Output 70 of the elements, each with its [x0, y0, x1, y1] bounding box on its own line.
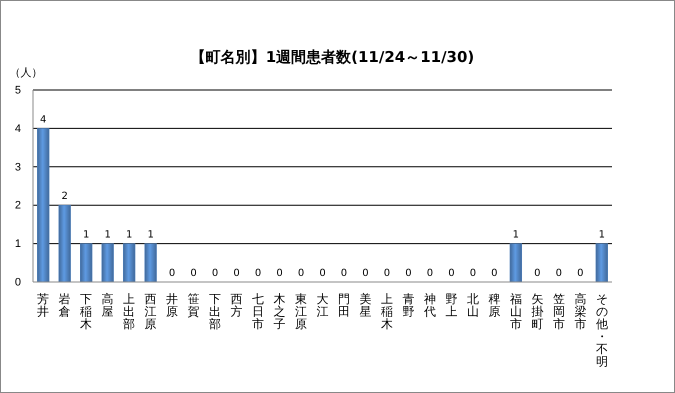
data-label: 1 [598, 230, 605, 241]
data-label: 0 [405, 268, 412, 279]
x-tick-label: 井原 [166, 292, 178, 318]
bar [102, 243, 114, 282]
y-tick-label: 0 [14, 276, 21, 289]
data-label: 0 [212, 268, 218, 279]
data-label: 0 [577, 268, 584, 279]
data-label: 0 [470, 268, 476, 279]
data-label: 0 [319, 268, 326, 279]
data-label: 0 [362, 268, 369, 279]
data-label: 1 [147, 230, 154, 241]
data-label: 0 [384, 268, 390, 279]
x-tick-label: 北山 [466, 292, 479, 318]
x-tick-label: 門田 [338, 292, 350, 318]
x-tick-label: 西方 [230, 292, 243, 318]
bar [510, 243, 522, 282]
x-tick-label: 美星 [359, 292, 372, 318]
data-label: 0 [534, 268, 541, 279]
bar [80, 243, 92, 282]
chart-title: 【町名別】1週間患者数(11/24～11/30) [190, 48, 474, 66]
y-axis-title: （人） [10, 66, 42, 79]
x-tick-label: 高梁市 [574, 292, 586, 331]
bar [596, 243, 608, 282]
x-tick-label: 稗原 [488, 292, 500, 318]
y-tick-label: 2 [14, 200, 21, 212]
data-label: 1 [82, 230, 90, 241]
y-tick-label: 3 [14, 161, 21, 174]
x-tick-label: 大江 [316, 292, 328, 318]
bar [58, 204, 71, 282]
y-tick-label: 1 [14, 238, 21, 250]
x-tick-label: 下稲木 [80, 292, 92, 331]
y-tick-label: 4 [14, 122, 21, 135]
data-label: 0 [233, 268, 240, 279]
bar [37, 128, 50, 282]
data-label: 0 [190, 268, 197, 279]
data-label: 0 [556, 268, 562, 279]
data-label: 0 [491, 268, 498, 279]
data-label: 1 [126, 230, 132, 241]
x-tick-label: 野上 [445, 292, 458, 318]
data-label: 4 [40, 114, 46, 126]
x-tick-label: 上出部 [123, 292, 136, 331]
x-tick-label: 青野 [402, 292, 414, 318]
x-tick-label: 上稲木 [380, 292, 393, 331]
data-label: 0 [340, 268, 348, 279]
x-tick-label: 芳井 [37, 292, 50, 318]
x-tick-label: 笠岡市 [552, 292, 565, 331]
y-tick-label: 5 [14, 84, 21, 97]
x-tick-label: 高屋 [102, 292, 114, 318]
x-tick-label: 下出部 [209, 292, 222, 331]
data-label: 0 [448, 268, 455, 279]
data-label: 1 [104, 230, 111, 241]
x-tick-label: 七日市 [252, 292, 264, 331]
x-tick-label: 笹賀 [188, 292, 200, 318]
x-tick-label: 神代 [422, 292, 436, 318]
data-label: 0 [426, 268, 434, 279]
data-label: 0 [298, 268, 304, 279]
data-label: 1 [512, 230, 520, 241]
x-tick-label: 西江原 [144, 292, 157, 331]
bar [122, 243, 136, 282]
x-tick-label: 木之子 [274, 292, 286, 331]
x-tick-label: その他・不明 [596, 292, 608, 368]
data-label: 0 [168, 268, 176, 279]
data-label: 0 [254, 268, 262, 279]
x-tick-label: 矢掛町 [531, 292, 544, 331]
data-label: 0 [276, 268, 283, 279]
x-tick-label: 岩倉 [58, 292, 71, 318]
bar [144, 243, 157, 282]
data-label: 2 [62, 191, 68, 202]
x-tick-label: 福山市 [510, 292, 522, 331]
x-tick-label: 東江原 [295, 292, 308, 331]
